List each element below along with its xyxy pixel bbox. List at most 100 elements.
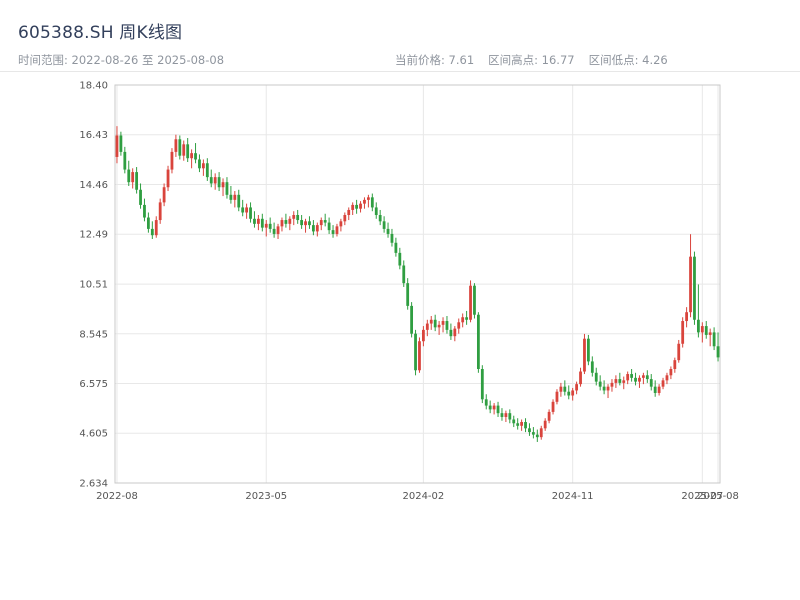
candle-body <box>429 319 433 324</box>
candle-body <box>268 223 272 229</box>
candle-body <box>653 386 657 393</box>
candle-body <box>194 153 197 160</box>
candle-body <box>421 329 425 342</box>
candle-body <box>229 194 233 200</box>
candle-body <box>170 151 174 170</box>
x-axis-tick-label: 2022-08 <box>96 491 138 502</box>
y-axis-tick-label: 16.43 <box>79 130 108 141</box>
candle-body <box>402 265 406 284</box>
candle-body <box>528 428 531 433</box>
candle-body <box>704 326 708 335</box>
plot-border <box>114 84 721 484</box>
candle-body <box>598 381 602 387</box>
candle-body <box>480 368 484 400</box>
candle-body <box>559 386 563 392</box>
candle-body <box>606 386 610 391</box>
candle-body <box>398 252 402 266</box>
y-axis-tick-label: 12.49 <box>79 230 108 241</box>
candle-body <box>583 338 586 372</box>
candle-body <box>363 199 366 204</box>
y-axis-tick-label: 2.634 <box>79 479 108 490</box>
candle-body <box>524 422 527 429</box>
candle-body <box>449 329 453 337</box>
candle-body <box>649 379 653 387</box>
candle-body <box>579 371 582 385</box>
candle-body <box>217 177 221 188</box>
candle-body <box>504 413 508 417</box>
candle-body <box>260 218 264 228</box>
candle-body <box>555 391 559 402</box>
candle-body <box>437 324 441 328</box>
candle-body <box>539 428 543 438</box>
candle-body <box>253 218 256 224</box>
candle-body <box>311 225 315 232</box>
candle-body <box>465 317 469 320</box>
candle-body <box>276 226 280 234</box>
candle-body <box>488 405 492 410</box>
candle-body <box>198 159 201 169</box>
candle-body <box>453 328 457 337</box>
candle-body <box>476 314 480 369</box>
candle-body <box>681 321 685 344</box>
candle-body <box>594 372 598 382</box>
candle-body <box>689 256 692 313</box>
y-axis-tick-label: 18.40 <box>79 81 108 92</box>
y-axis-tick-label: 10.51 <box>79 280 108 291</box>
candle-body <box>622 380 626 383</box>
candle-body <box>331 230 335 234</box>
range-high-label: 区间高点: 16.77 <box>488 53 575 67</box>
candle-body <box>696 319 700 333</box>
candle-body <box>245 207 249 213</box>
candle-body <box>382 221 386 229</box>
candle-body <box>127 169 131 183</box>
candle-body <box>225 182 229 195</box>
candle-body <box>150 228 154 236</box>
page-title: 605388.SH 周K线图 <box>18 23 183 43</box>
candle-body <box>182 144 186 156</box>
candle-body <box>473 285 476 315</box>
candle-body <box>300 220 304 226</box>
candle-body <box>351 204 355 210</box>
candle-body <box>716 346 720 358</box>
candle-body <box>551 401 555 412</box>
candle-body <box>205 163 209 178</box>
candle-body <box>469 285 472 320</box>
candle-body <box>256 218 260 224</box>
candle-body <box>115 135 119 157</box>
candle-body <box>425 323 429 330</box>
candle-body <box>221 182 225 188</box>
candle-body <box>280 220 284 227</box>
y-axis-tick-label: 6.575 <box>79 379 108 390</box>
candle-body <box>500 413 504 417</box>
x-axis-tick-label: 2023-05 <box>245 491 287 502</box>
date-range-label: 时间范围: 2022-08-26 至 2025-08-08 <box>18 53 225 67</box>
candle-body <box>335 226 339 234</box>
candle-body <box>304 221 307 226</box>
candle-body <box>343 215 347 222</box>
x-axis-tick-label: 2024-11 <box>552 491 594 502</box>
y-axis-tick-label: 14.46 <box>79 180 108 191</box>
candle-body <box>575 384 579 391</box>
candle-body <box>610 382 614 387</box>
candle-body <box>567 391 571 396</box>
candle-body <box>535 434 539 438</box>
y-axis-tick-label: 8.545 <box>79 329 108 340</box>
candle-body <box>146 217 150 229</box>
candle-body <box>543 420 547 429</box>
candle-body <box>370 197 374 208</box>
candle-body <box>630 374 634 378</box>
range-low-label: 区间低点: 4.26 <box>588 53 668 67</box>
candle-body <box>213 177 217 184</box>
candle-body <box>712 332 716 347</box>
candle-body <box>496 405 500 414</box>
candle-body <box>673 360 677 369</box>
candle-body <box>614 379 618 383</box>
candle-body <box>390 233 394 243</box>
candle-body <box>288 218 292 224</box>
candle-body <box>347 209 351 216</box>
candle-body <box>520 422 524 426</box>
candle-body <box>162 187 166 203</box>
candle-body <box>378 215 382 222</box>
candle-body <box>178 139 182 156</box>
